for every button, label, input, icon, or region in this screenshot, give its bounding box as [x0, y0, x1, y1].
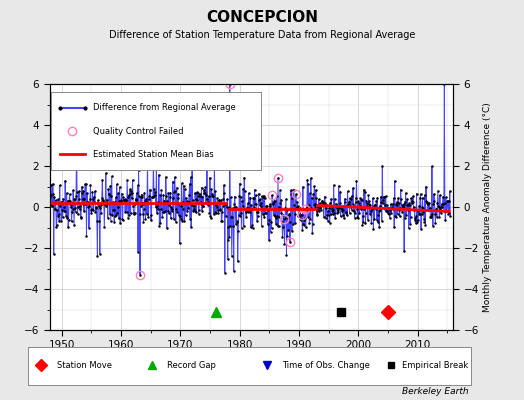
Text: Time of Obs. Change: Time of Obs. Change — [282, 360, 370, 370]
Text: Difference from Regional Average: Difference from Regional Average — [93, 103, 236, 112]
Text: Station Move: Station Move — [57, 360, 112, 370]
Text: Estimated Station Mean Bias: Estimated Station Mean Bias — [93, 150, 214, 159]
Text: Record Gap: Record Gap — [167, 360, 216, 370]
Y-axis label: Monthly Temperature Anomaly Difference (°C): Monthly Temperature Anomaly Difference (… — [483, 102, 492, 312]
Text: Berkeley Earth: Berkeley Earth — [402, 387, 469, 396]
Text: CONCEPCION: CONCEPCION — [206, 10, 318, 25]
Text: Difference of Station Temperature Data from Regional Average: Difference of Station Temperature Data f… — [109, 30, 415, 40]
Text: Empirical Break: Empirical Break — [402, 360, 468, 370]
Text: Quality Control Failed: Quality Control Failed — [93, 126, 184, 136]
